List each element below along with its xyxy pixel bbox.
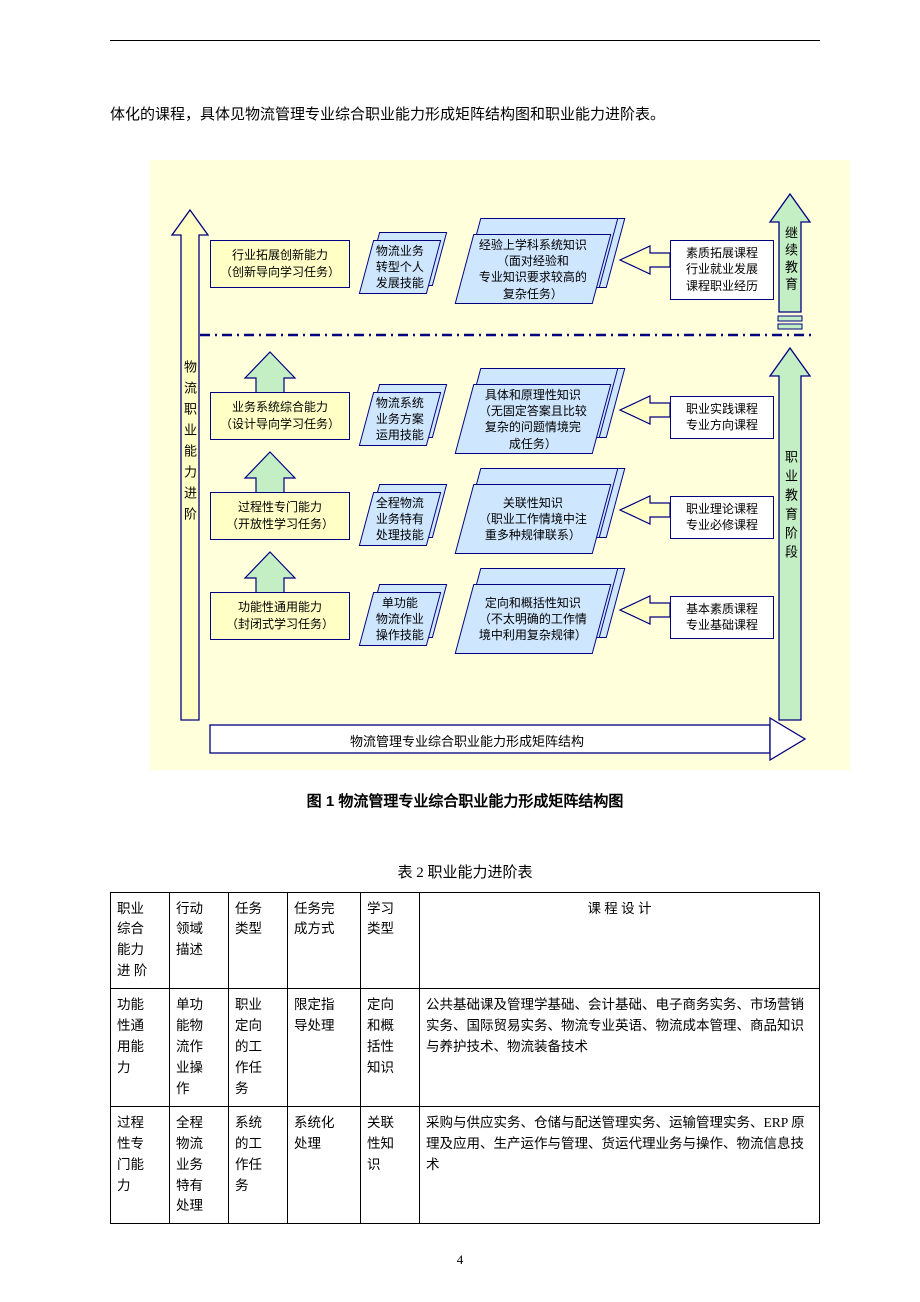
td: 全程物流业务特有处理 (170, 1106, 229, 1224)
right-axis-label-bottom: 职业教育阶段 (781, 450, 800, 564)
figure-matrix: 物流职业能力进阶 继续教育 职业教育阶段 物流管理专业综合职业能力形成矩阵结构 … (150, 160, 850, 770)
course-box-4: 基本素质课程专业基础课程 (670, 596, 774, 640)
course-box-1: 素质拓展课程行业就业发展课程职业经历 (670, 240, 774, 300)
yellow-box-1: 行业拓展创新能力（创新导向学习任务） (210, 240, 350, 288)
header-rule (110, 40, 820, 41)
yellow-box-3: 过程性专门能力（开放性学习任务） (210, 492, 350, 540)
table-row: 过程性专门能力 全程物流业务特有处理 系统的工作任务 系统化处理 关联性知识 采… (111, 1106, 820, 1224)
course-box-2: 职业实践课程专业方向课程 (670, 396, 774, 440)
td: 功能性通用能力 (111, 989, 170, 1107)
knowledge-stack-3: 关联性知识（职业工作情境中注重多种规律联系） (460, 468, 630, 558)
th-5: 课 程 设 计 (420, 892, 820, 989)
th-0: 职业综合能力进 阶 (111, 892, 170, 989)
td: 过程性专门能力 (111, 1106, 170, 1224)
td: 采购与供应实务、仓储与配送管理实务、运输管理实务、ERP 原理及应用、生产运作与… (420, 1106, 820, 1224)
knowledge-stack-1: 经验上学科系统知识（面对经验和专业知识要求较高的复杂任务） (460, 218, 630, 308)
bottom-axis-label: 物流管理专业综合职业能力形成矩阵结构 (350, 731, 584, 750)
th-3: 任务完成方式 (288, 892, 361, 989)
skill-stack-4: 单功能物流作业操作技能 (362, 584, 442, 646)
table-caption: 表 2 职业能力进阶表 (110, 861, 820, 882)
lead-paragraph: 体化的课程，具体见物流管理专业综合职业能力形成矩阵结构图和职业能力进阶表。 (110, 101, 820, 130)
knowledge-stack-2: 具体和原理性知识（无固定答案且比较复杂的问题情境完成任务） (460, 368, 630, 458)
course-box-3: 职业理论课程专业必修课程 (670, 496, 774, 540)
th-1: 行动领域描述 (170, 892, 229, 989)
table-header-row: 职业综合能力进 阶 行动领域描述 任务类型 任务完成方式 学习类型 课 程 设 … (111, 892, 820, 989)
left-axis-label: 物流职业能力进阶 (180, 360, 199, 528)
td: 公共基础课及管理学基础、会计基础、电子商务实务、市场营销实务、国际贸易实务、物流… (420, 989, 820, 1107)
figure-caption: 图 1 物流管理专业综合职业能力形成矩阵结构图 (110, 790, 820, 811)
td: 单功能物流作业操作 (170, 989, 229, 1107)
yellow-box-2: 业务系统综合能力（设计导向学习任务） (210, 392, 350, 440)
td: 职业定向的工作任务 (229, 989, 288, 1107)
td: 限定指导处理 (288, 989, 361, 1107)
skill-stack-1: 物流业务转型个人发展技能 (362, 232, 442, 294)
knowledge-stack-4: 定向和概括性知识（不太明确的工作情境中利用复杂规律） (460, 568, 630, 658)
ability-table: 职业综合能力进 阶 行动领域描述 任务类型 任务完成方式 学习类型 课 程 设 … (110, 892, 820, 1225)
table-row: 功能性通用能力 单功能物流作业操作 职业定向的工作任务 限定指导处理 定向和概括… (111, 989, 820, 1107)
th-4: 学习类型 (361, 892, 420, 989)
td: 关联性知识 (361, 1106, 420, 1224)
skill-stack-3: 全程物流业务特有处理技能 (362, 484, 442, 546)
td: 定向和概括性知识 (361, 989, 420, 1107)
skill-stack-2: 物流系统业务方案运用技能 (362, 384, 442, 446)
page-number: 4 (0, 1252, 920, 1268)
yellow-box-4: 功能性通用能力（封闭式学习任务） (210, 592, 350, 640)
right-axis-label-top: 继续教育 (781, 226, 800, 294)
td: 系统的工作任务 (229, 1106, 288, 1224)
th-2: 任务类型 (229, 892, 288, 989)
td: 系统化处理 (288, 1106, 361, 1224)
